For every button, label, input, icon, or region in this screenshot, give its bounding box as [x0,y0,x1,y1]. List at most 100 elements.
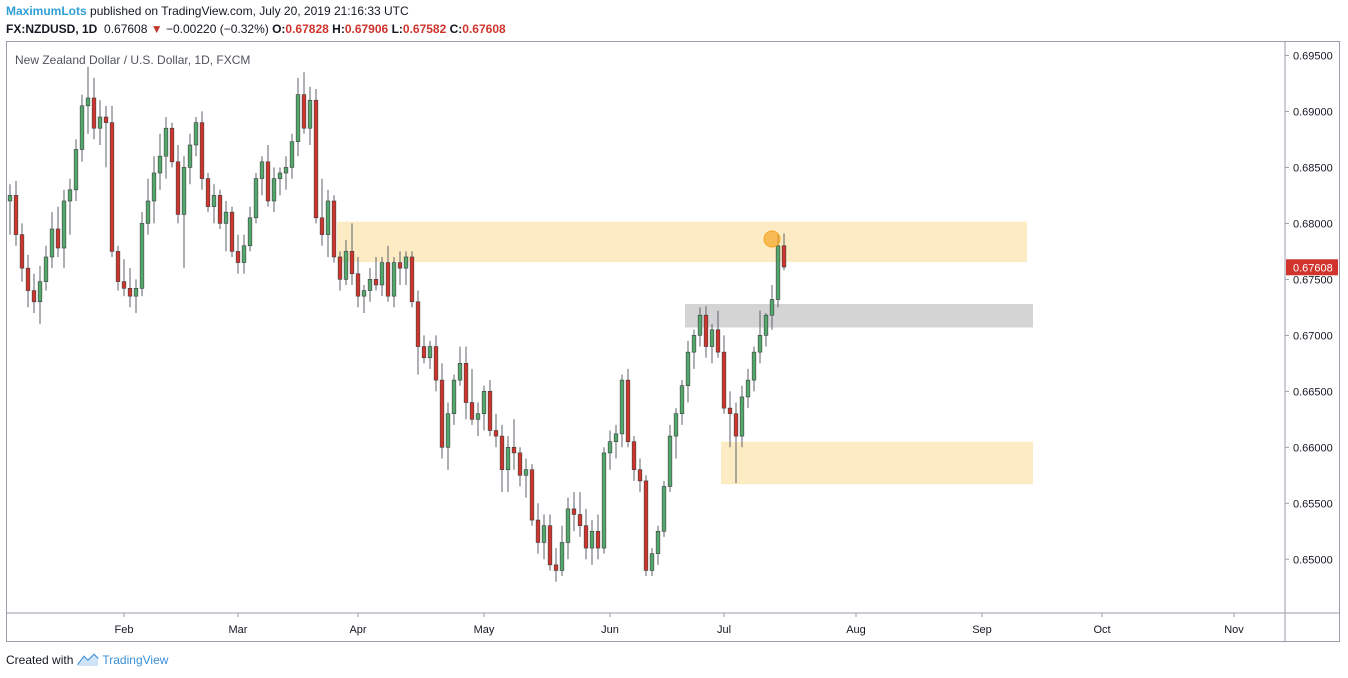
candle-up [697,314,703,336]
candle-down [553,564,559,571]
candle-up [361,290,367,297]
candle-up [427,346,433,359]
candle-down [217,195,223,224]
candle-up [607,441,613,454]
chart-title: New Zealand Dollar / U.S. Dollar, 1D, FX… [15,53,250,67]
candle-down [643,480,649,571]
last-price-label: 0.67608 [1293,262,1333,274]
candle-up [649,553,655,571]
x-tick-label: May [474,624,495,636]
x-tick-label: Sep [972,624,992,636]
candle-down [433,346,439,381]
candle-down [175,161,181,215]
candle-down [703,314,709,347]
y-tick-label: 0.66500 [1293,386,1333,398]
open-label: O: [272,22,286,36]
x-tick-label: Feb [115,624,134,636]
candle-down [115,251,121,282]
candle-down [487,391,493,431]
x-tick-label: Mar [229,624,248,636]
close-value: 0.67608 [462,22,506,36]
candle-down [631,441,637,470]
candle-down [595,530,601,549]
candle-down [463,363,469,403]
candle-up [757,335,763,353]
candle-up [685,351,691,387]
candle-up [343,251,349,280]
candle-down [499,435,505,470]
y-tick-label: 0.66000 [1293,442,1333,454]
candle-up [541,525,547,543]
candle-down [637,469,643,482]
candle-up [277,172,283,179]
low-value: 0.67582 [402,22,447,36]
candle-down [547,525,553,566]
candle-down [409,256,415,303]
candle-down [421,346,427,359]
candle-down [781,245,787,268]
candle-up [667,435,673,487]
high-label: H: [332,22,345,36]
open-value: 0.67828 [285,22,329,36]
author-link[interactable]: MaximumLots [6,4,87,18]
candle-down [385,262,391,297]
candle-down [373,279,379,286]
y-tick-label: 0.65500 [1293,498,1333,510]
candle-up [145,200,151,224]
candle-up [193,122,199,146]
candle-up [295,94,301,142]
candle-up [49,228,55,258]
candle-up [559,542,565,571]
price-change: −0.00220 (−0.32%) [165,22,269,36]
candle-down [19,234,25,269]
candle-up [379,262,385,286]
candle-up [661,486,667,532]
candle-up [271,178,277,202]
candle-down [397,262,403,269]
candle-up [679,385,685,415]
candle-down [529,469,535,521]
candle-down [169,127,175,163]
candle-up [163,127,169,157]
y-tick-label: 0.65000 [1293,554,1333,566]
candle-up [391,262,397,297]
footer: Created with TradingView [6,653,168,667]
candle-down [715,329,721,353]
candle-up [457,363,463,381]
tradingview-link[interactable]: TradingView [102,653,169,667]
candle-down [103,116,109,123]
candle-up [253,178,259,219]
broken-resistance-zone [685,303,1033,328]
candle-down [517,452,523,476]
candle-up [181,167,187,215]
candle-up [133,288,139,297]
candle-up [151,172,157,202]
candle-up [673,413,679,437]
down-arrow-icon: ▼ [150,22,163,36]
candle-up [451,379,457,415]
candle-down [355,273,361,297]
y-tick-label: 0.68000 [1293,218,1333,230]
candle-down [349,251,355,275]
candle-up [139,223,145,289]
highlight-marker [763,230,781,248]
candle-down [205,178,211,207]
candle-up [241,245,247,263]
candle-up [37,281,43,303]
demand-zone [721,441,1033,485]
candle-down [127,288,133,297]
candle-down [229,211,235,252]
candle-up [283,167,289,174]
candle-up [601,452,607,549]
created-with-label: Created with [6,653,74,667]
close-label: C: [449,22,463,36]
x-tick-label: Apr [349,624,366,636]
y-tick-label: 0.67500 [1293,274,1333,286]
candle-down [109,122,115,252]
high-value: 0.67906 [344,22,389,36]
y-tick-label: 0.67000 [1293,330,1333,342]
candle-up [475,413,481,420]
candle-up [445,413,451,448]
candle-up [763,314,769,336]
